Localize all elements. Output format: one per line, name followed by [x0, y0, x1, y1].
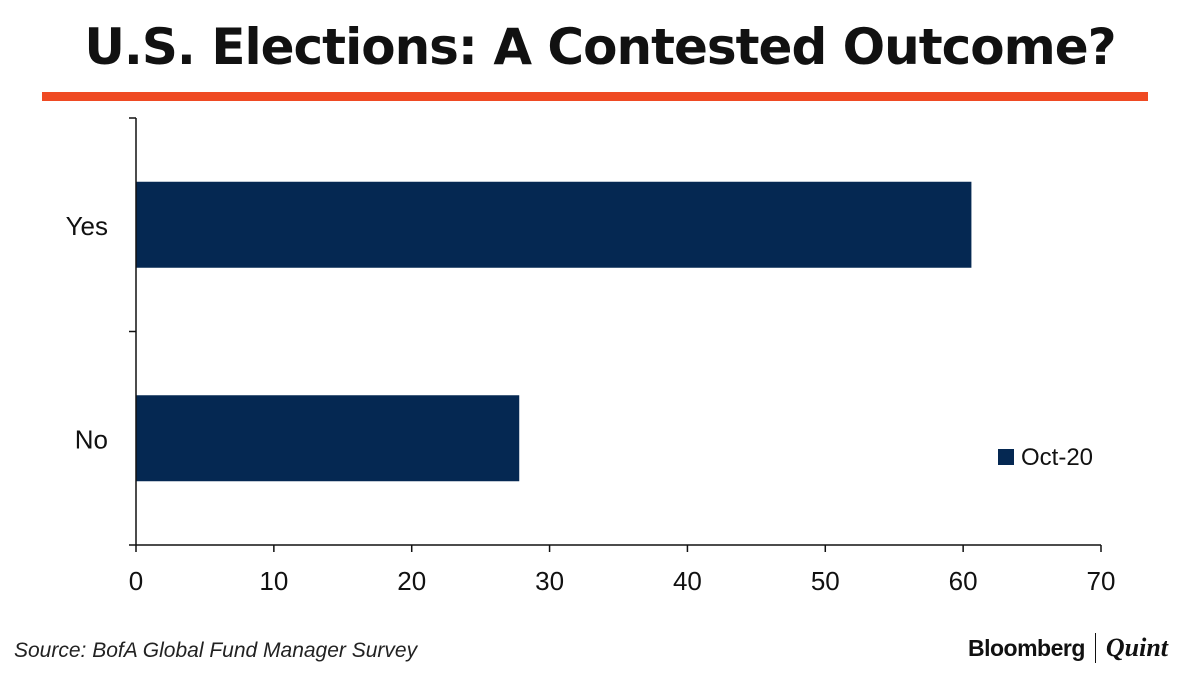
category-label-yes: Yes: [66, 211, 108, 241]
brand-secondary: Quint: [1105, 633, 1169, 662]
category-label-no: No: [75, 424, 108, 454]
legend-label: Oct-20: [1021, 444, 1093, 471]
x-tick-label: 30: [535, 566, 564, 596]
x-tick-label: 20: [397, 566, 426, 596]
source-note: Source: BofA Global Fund Manager Survey: [14, 639, 418, 662]
x-tick-label: 0: [129, 566, 143, 596]
title-underline: [42, 92, 1148, 101]
x-tick-label: 50: [811, 566, 840, 596]
brand-divider: [1094, 633, 1096, 663]
x-tick-label: 60: [949, 566, 978, 596]
brand-primary: Bloomberg: [968, 634, 1085, 661]
x-tick-label: 10: [259, 566, 288, 596]
chart-title: U.S. Elections: A Contested Outcome?: [84, 18, 1116, 76]
legend-swatch: [998, 449, 1014, 465]
bar-no: [136, 395, 520, 482]
brand-logo: Bloomberg Quint: [968, 633, 1168, 663]
bar-yes: [136, 181, 972, 268]
x-tick-label: 40: [673, 566, 702, 596]
x-tick-label: 70: [1087, 566, 1116, 596]
